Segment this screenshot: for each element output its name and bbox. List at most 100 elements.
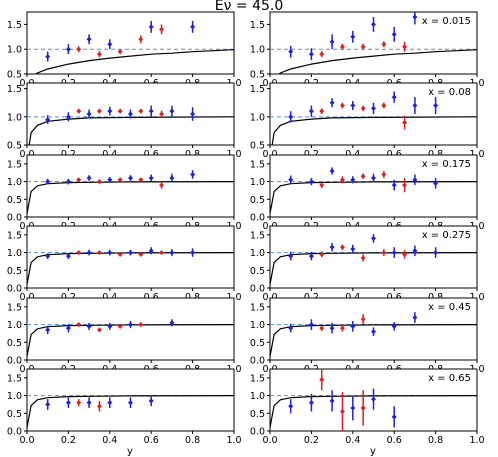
marker: [433, 103, 439, 109]
marker: [391, 250, 397, 256]
blue-data-point: [190, 170, 196, 179]
plot-area: [27, 170, 234, 214]
marker: [96, 327, 102, 333]
marker: [190, 171, 196, 177]
panel-left-row-2: 0.51.01.50.00.20.40.60.81.0: [7, 82, 242, 160]
y-tick-label: 1.5: [250, 84, 265, 95]
blue-data-point: [350, 176, 356, 184]
marker: [45, 117, 51, 123]
x-tick-label: 1.0: [469, 435, 484, 446]
marker: [107, 323, 113, 329]
blue-data-point: [190, 248, 196, 257]
y-tick-label: 1.0: [250, 112, 265, 123]
marker: [159, 250, 165, 256]
plot-area: [270, 234, 477, 285]
marker: [381, 171, 387, 177]
y-tick-label: 0.5: [250, 70, 265, 81]
y-tick-label: 0.5: [250, 195, 265, 206]
marker: [159, 26, 165, 32]
blue-data-point: [308, 48, 314, 61]
marker: [107, 41, 113, 47]
red-data-point: [360, 313, 366, 325]
blue-data-point: [391, 247, 397, 258]
panel-frame: [26, 11, 235, 75]
model-curve: [27, 395, 234, 428]
marker: [65, 325, 71, 331]
plot-area: [270, 167, 477, 214]
marker: [329, 325, 335, 331]
model-curve: [278, 49, 477, 74]
panel-x-label: x = 0.175: [422, 159, 471, 170]
blue-data-point: [169, 173, 175, 183]
marker: [339, 325, 345, 331]
blue-data-point: [148, 247, 154, 255]
marker: [107, 108, 113, 114]
marker: [86, 111, 92, 117]
y-tick-label: 0.5: [250, 409, 265, 420]
blue-data-point: [433, 247, 439, 258]
marker: [371, 235, 376, 241]
blue-data-point: [329, 98, 335, 108]
marker: [169, 320, 175, 326]
blue-data-point: [128, 397, 133, 408]
marker: [117, 49, 123, 55]
blue-data-point: [107, 176, 113, 183]
red-data-point: [360, 43, 366, 50]
red-data-point: [117, 177, 123, 183]
blue-data-point: [65, 397, 71, 408]
marker: [117, 323, 123, 329]
plot-area: [27, 319, 234, 357]
blue-data-point: [391, 26, 397, 42]
marker: [96, 250, 102, 256]
marker: [76, 177, 82, 183]
blue-data-point: [65, 44, 71, 55]
marker: [117, 108, 123, 114]
y-tick-label: 1.0: [250, 391, 265, 402]
marker: [96, 179, 102, 185]
blue-data-point: [308, 178, 314, 186]
marker: [86, 323, 92, 329]
marker: [65, 253, 71, 259]
marker: [391, 94, 397, 100]
marker: [117, 177, 123, 183]
red-data-point: [159, 24, 165, 35]
marker: [148, 398, 154, 404]
red-data-point: [339, 324, 345, 332]
marker: [128, 111, 133, 117]
red-data-point: [339, 392, 345, 431]
y-tick-label: 0.5: [7, 195, 22, 206]
y-tick-label: 1.5: [7, 230, 22, 241]
blue-data-point: [86, 175, 92, 181]
blue-data-point: [107, 39, 113, 50]
marker: [391, 414, 397, 420]
blue-data-point: [190, 20, 196, 33]
x-tick-label: 1.0: [226, 435, 241, 446]
blue-data-point: [65, 323, 71, 333]
marker: [308, 400, 314, 406]
y-tick-label: 1.0: [7, 248, 22, 259]
blue-data-point: [107, 106, 113, 116]
blue-data-point: [148, 395, 154, 407]
marker: [288, 177, 294, 183]
model-curve: [27, 324, 234, 357]
marker: [128, 250, 133, 256]
panel-x-label: x = 0.275: [422, 230, 471, 241]
marker: [391, 323, 397, 329]
marker: [138, 177, 144, 183]
blue-data-point: [391, 179, 397, 191]
y-tick-label: 1.5: [7, 159, 22, 170]
blue-data-point: [148, 174, 154, 182]
panel-left-row-6: 0.0 0.5 1.0 1.5 0.0 0.2 0.4 0.6 0.8 1.0: [7, 368, 242, 446]
blue-data-point: [329, 243, 335, 252]
blue-data-point: [288, 111, 294, 123]
marker: [148, 24, 154, 30]
marker: [65, 179, 71, 185]
blue-data-point: [350, 321, 356, 332]
y-tick-label: 0.0: [7, 356, 22, 367]
y-tick-label: 1.5: [250, 373, 265, 384]
marker: [148, 108, 154, 114]
marker: [107, 400, 113, 406]
red-data-point: [319, 108, 325, 114]
blue-data-point: [45, 178, 51, 185]
y-tick-label: 1.5: [250, 230, 265, 241]
